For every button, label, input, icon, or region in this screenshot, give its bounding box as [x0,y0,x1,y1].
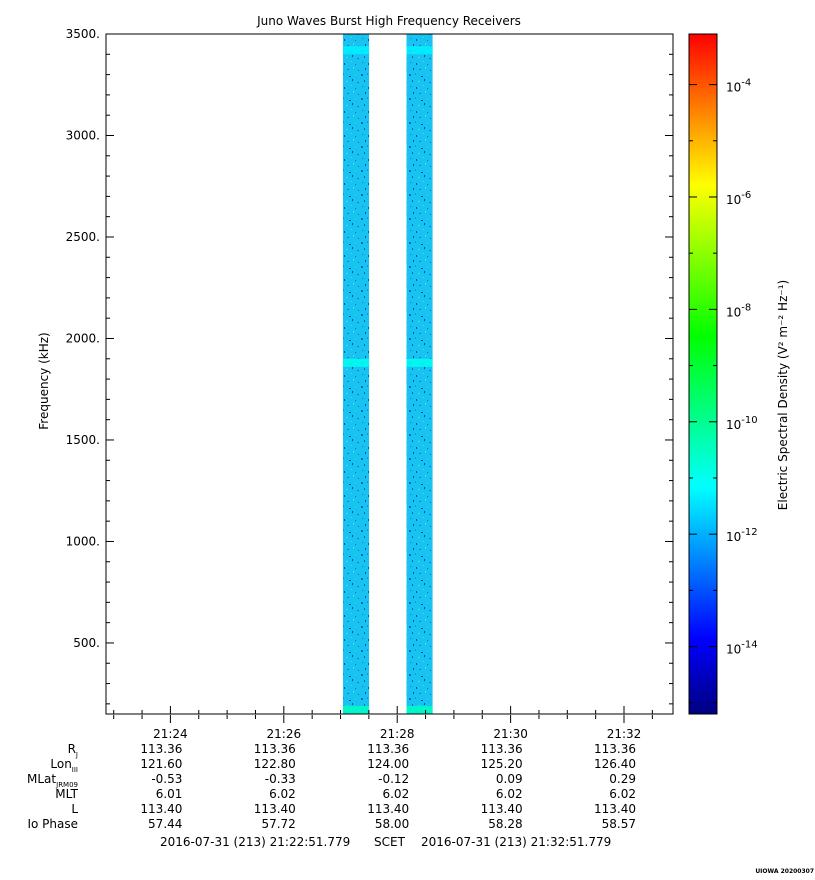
ephemeris-value: 58.00 [375,817,409,831]
ephemeris-value: 113.36 [594,742,636,756]
x-tick-label: 21:30 [493,727,528,741]
emission-band-2-3 [406,705,433,714]
ephemeris-value: 6.02 [269,787,296,801]
ephemeris-value: 113.36 [140,742,182,756]
ephemeris-row-label: MLatJRM09 [27,772,78,789]
chart-title: Juno Waves Burst High Frequency Receiver… [256,14,521,28]
ephemeris-value: 113.40 [594,802,636,816]
emission-band-1-1 [343,46,370,55]
ephemeris-value: 113.40 [254,802,296,816]
emission-band-2-1 [406,46,433,55]
x-tick-label: 21:26 [267,727,302,741]
y-axis: 500. 1000. 1500. 2000. 2500. 3000. 3500. [66,27,673,705]
ephemeris-value: 0.09 [496,772,523,786]
colorbar-scale [688,33,718,715]
ephemeris-value: -0.53 [151,772,182,786]
ephemeris-value: 122.80 [254,757,296,771]
ephemeris-value: 113.40 [481,802,523,816]
spectrogram-strip-2 [406,34,433,714]
colorbar-tick-label: 10-14 [726,640,758,657]
ephemeris-value: 58.28 [488,817,522,831]
plot-area [343,34,433,714]
ephemeris-value: 6.02 [382,787,409,801]
y-tick-label: 2500. [66,230,100,244]
ephemeris-row-label: LonIII [50,757,78,774]
footer-scet-label: SCET [374,835,406,849]
y-tick-label: 3500. [66,27,100,41]
ephemeris-value: 124.00 [367,757,409,771]
ephemeris-value: 125.20 [481,757,523,771]
plot-frame [105,33,674,715]
ephemeris-row-label: Io Phase [27,817,78,831]
ephemeris-value: -0.33 [265,772,296,786]
colorbar-tick-label: 10-10 [726,415,758,432]
ephemeris-value: 113.36 [367,742,409,756]
x-axis: 21:24 21:26 21:28 21:30 21:32 [113,706,653,741]
ephemeris-row-label: RJ [68,742,78,759]
ephemeris-value: 6.01 [156,787,183,801]
ephemeris-value: 58.57 [602,817,636,831]
y-axis-label: Frequency (kHz) [37,332,51,429]
emission-band-1-3 [343,705,370,714]
y-tick-label: 1000. [66,534,100,548]
spectrogram-strip-1 [343,34,370,714]
emission-band-1-2 [343,358,370,367]
colorbar-tick-label: 10-12 [726,527,758,544]
ephemeris-value: 0.29 [609,772,636,786]
ephemeris-table: RJ 113.36 113.36 113.36 113.36 113.36 LonIII 12… [27,742,636,831]
y-tick-label: 500. [73,636,100,650]
ephemeris-value: 57.44 [148,817,182,831]
x-tick-label: 21:24 [153,727,188,741]
ephemeris-row-label: L [71,802,78,816]
y-tick-label: 3000. [66,128,100,142]
ephemeris-value: 57.72 [261,817,295,831]
ephemeris-value: 6.02 [496,787,523,801]
credit-stamp: UIOWA 20200307 [755,868,814,875]
ephemeris-value: 113.36 [481,742,523,756]
y-tick-label: 1500. [66,433,100,447]
ephemeris-value: -0.12 [378,772,409,786]
y-tick-label: 2000. [66,331,100,345]
colorbar: 10-4 10-6 10-8 10-10 10-12 10-14 [688,33,758,715]
ephemeris-value: 6.02 [609,787,636,801]
colorbar-tick-label: 10-4 [726,78,751,95]
colorbar-label: Electric Spectral Density (V² m⁻² Hz⁻¹) [776,280,790,510]
x-tick-label: 21:28 [380,727,415,741]
colorbar-tick-label: 10-6 [726,190,751,207]
ephemeris-value: 113.36 [254,742,296,756]
ephemeris-value: 113.40 [140,802,182,816]
ephemeris-row-label: MLT [55,787,78,801]
ephemeris-value: 113.40 [367,802,409,816]
emission-band-2-2 [406,358,433,367]
x-tick-label: 21:32 [607,727,642,741]
ephemeris-value: 121.60 [140,757,182,771]
ephemeris-value: 126.40 [594,757,636,771]
colorbar-tick-label: 10-8 [726,302,751,319]
footer-end-time: 2016-07-31 (213) 21:32:51.779 [421,835,611,849]
footer-start-time: 2016-07-31 (213) 21:22:51.779 [160,835,350,849]
